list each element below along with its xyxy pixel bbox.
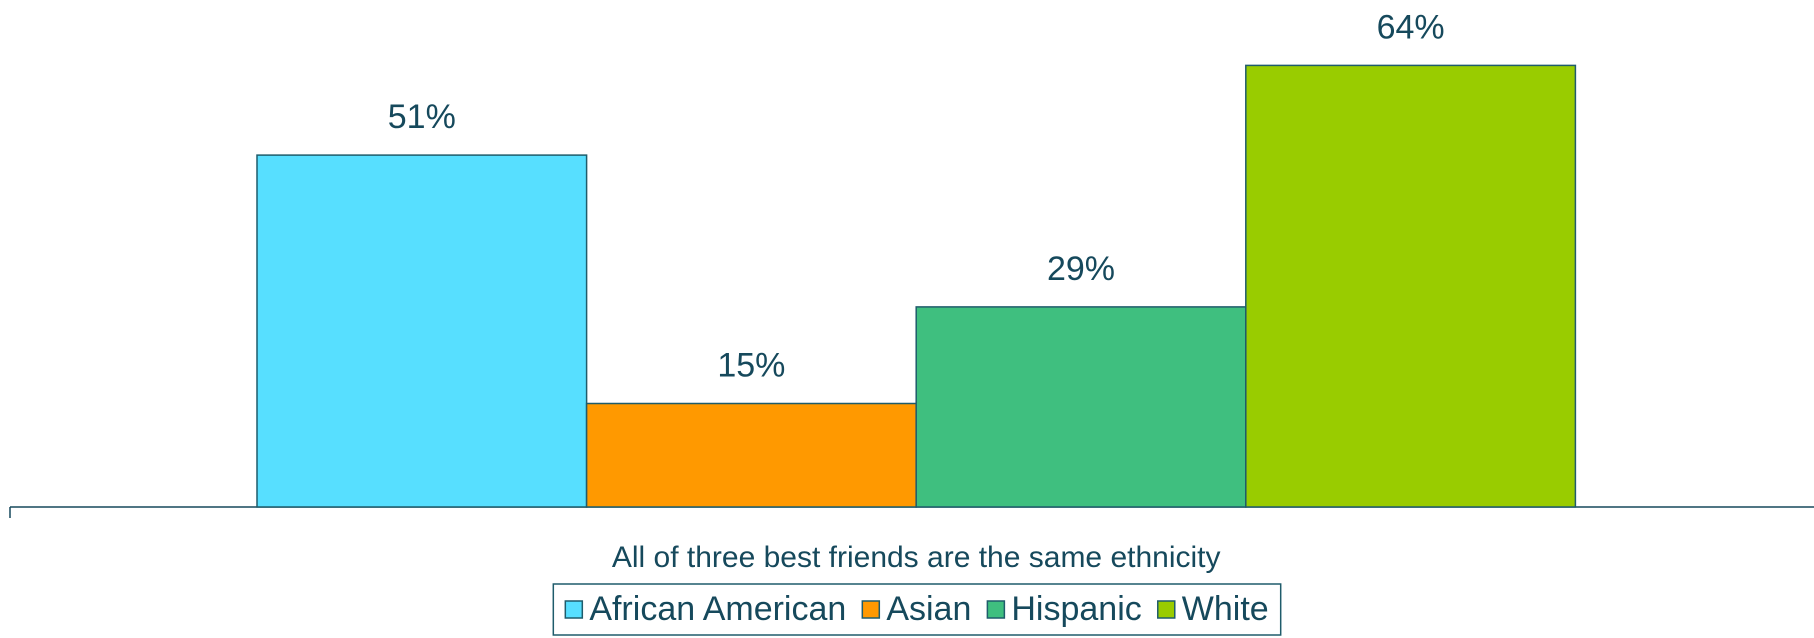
legend-swatch [986,600,1006,619]
legend-label: White [1182,590,1269,628]
legend-swatch [861,600,881,619]
data-label: 51% [388,98,456,136]
bar [1245,64,1577,508]
data-label: 64% [1377,8,1445,46]
x-tick-label: All of three best friends are the same e… [612,541,1221,574]
data-label: 15% [717,346,785,384]
legend-label: Asian [886,590,971,628]
bar [585,402,917,508]
legend-label: African American [589,590,846,628]
bar [256,154,588,508]
data-label: 29% [1047,250,1115,288]
bar [915,306,1247,508]
legend-label: Hispanic [1011,590,1141,628]
legend-swatch [564,600,584,619]
legend-swatch [1157,600,1176,619]
